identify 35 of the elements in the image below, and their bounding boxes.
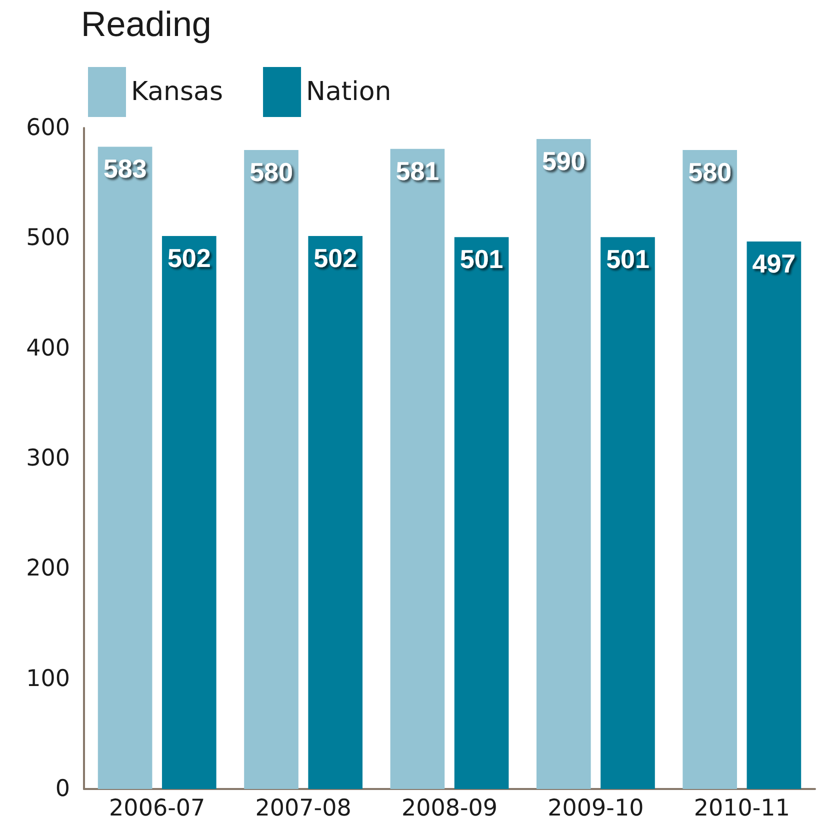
data-label: 497 [752, 248, 796, 278]
bar [454, 237, 509, 789]
data-label: 581 [396, 156, 440, 186]
y-tick-label: 300 [26, 446, 70, 472]
bar [98, 146, 152, 789]
y-tick-label: 100 [26, 666, 70, 692]
data-label: 502 [167, 242, 211, 273]
data-label: 501 [606, 244, 650, 274]
data-label: 502 [314, 242, 358, 273]
legend-label: Kansas [131, 77, 224, 107]
data-label: 590 [542, 146, 586, 176]
chart-title: Reading [81, 5, 212, 44]
x-tick-label: 2009-10 [548, 796, 644, 822]
data-label: 501 [460, 244, 504, 274]
bar [536, 139, 591, 789]
y-tick-label: 500 [26, 225, 70, 252]
x-tick-label: 2006-07 [109, 796, 206, 822]
x-tick-label: 2007-08 [255, 796, 352, 822]
y-tick-label: 200 [26, 556, 70, 582]
y-tick-label: 0 [55, 776, 70, 802]
legend-label: Nation [306, 77, 392, 107]
data-label: 583 [103, 154, 147, 184]
bar [308, 236, 363, 789]
bar [244, 150, 298, 789]
bar [162, 236, 216, 789]
bar [682, 150, 738, 789]
bar [600, 237, 655, 789]
y-tick-label: 600 [26, 115, 70, 141]
bar [390, 148, 445, 789]
bar [746, 241, 802, 789]
data-label: 580 [250, 157, 293, 188]
y-tick-label: 400 [26, 335, 70, 362]
x-tick-label: 2010-11 [694, 796, 790, 822]
x-tick-label: 2008-09 [401, 796, 498, 822]
data-label: 580 [688, 157, 732, 188]
